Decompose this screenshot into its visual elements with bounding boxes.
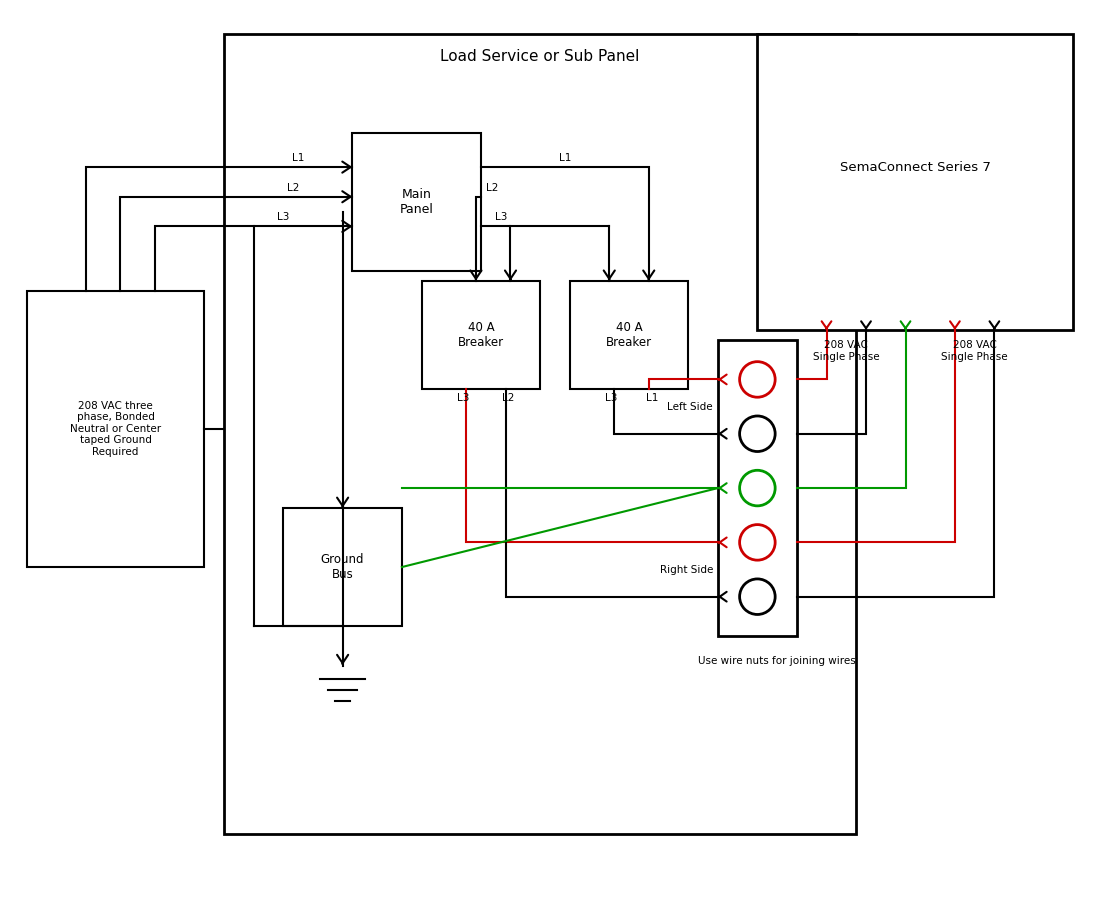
Circle shape <box>739 362 776 397</box>
Bar <box>758 34 1074 330</box>
Text: SemaConnect Series 7: SemaConnect Series 7 <box>840 161 991 173</box>
Text: L3: L3 <box>277 212 289 222</box>
Bar <box>352 132 481 271</box>
Circle shape <box>739 471 776 506</box>
Bar <box>224 34 856 834</box>
Text: L2: L2 <box>503 394 515 404</box>
Text: Load Service or Sub Panel: Load Service or Sub Panel <box>440 49 640 63</box>
Text: L1: L1 <box>292 153 305 163</box>
Text: 40 A
Breaker: 40 A Breaker <box>606 321 652 349</box>
Text: Ground
Bus: Ground Bus <box>321 553 364 581</box>
Bar <box>26 290 205 567</box>
Text: Right Side: Right Side <box>660 564 713 574</box>
Text: L2: L2 <box>287 183 299 193</box>
Circle shape <box>739 524 776 561</box>
Text: 40 A
Breaker: 40 A Breaker <box>458 321 504 349</box>
Text: Main
Panel: Main Panel <box>399 188 433 216</box>
Text: Use wire nuts for joining wires: Use wire nuts for joining wires <box>698 656 856 666</box>
Bar <box>421 280 540 389</box>
Bar <box>570 280 689 389</box>
Circle shape <box>739 579 776 614</box>
Circle shape <box>739 416 776 452</box>
Text: L3: L3 <box>456 394 470 404</box>
Text: L3: L3 <box>605 394 617 404</box>
Text: 208 VAC
Single Phase: 208 VAC Single Phase <box>813 340 880 362</box>
Text: L1: L1 <box>646 394 658 404</box>
Text: L2: L2 <box>486 183 498 193</box>
Text: 208 VAC three
phase, Bonded
Neutral or Center
taped Ground
Required: 208 VAC three phase, Bonded Neutral or C… <box>70 401 161 457</box>
Text: L3: L3 <box>495 212 507 222</box>
Text: 208 VAC
Single Phase: 208 VAC Single Phase <box>942 340 1008 362</box>
Text: L1: L1 <box>559 153 571 163</box>
Bar <box>718 340 796 636</box>
Text: Left Side: Left Side <box>668 402 713 412</box>
Bar <box>284 508 402 627</box>
